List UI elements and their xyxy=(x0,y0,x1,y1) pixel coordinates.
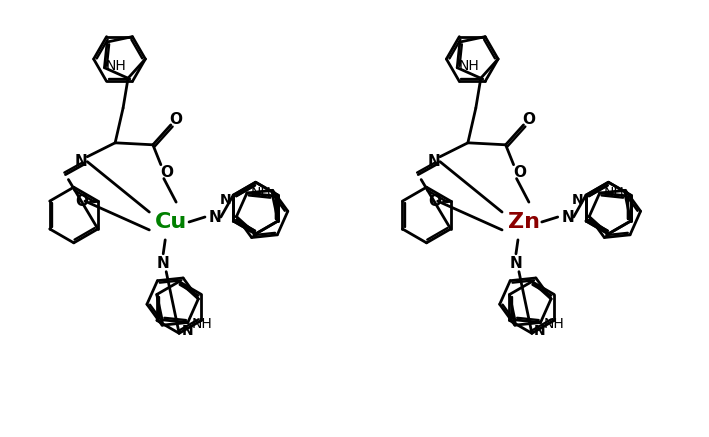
Text: NH: NH xyxy=(106,59,127,73)
Text: N: N xyxy=(75,154,88,169)
Text: N: N xyxy=(182,324,193,338)
Text: N: N xyxy=(157,256,169,271)
Text: N: N xyxy=(534,324,546,338)
Text: N: N xyxy=(510,256,523,271)
Text: N: N xyxy=(562,209,574,225)
Text: O: O xyxy=(522,112,535,128)
Text: O: O xyxy=(160,165,173,180)
Text: NH: NH xyxy=(544,317,565,332)
Text: NH: NH xyxy=(250,186,272,200)
Text: NH: NH xyxy=(603,186,624,200)
Text: N: N xyxy=(220,193,231,207)
Text: O: O xyxy=(169,112,182,128)
Text: O: O xyxy=(513,165,526,180)
Text: O: O xyxy=(75,194,89,208)
Text: NH: NH xyxy=(459,59,479,73)
Text: N: N xyxy=(572,193,584,207)
Text: NH: NH xyxy=(191,317,212,332)
Text: N: N xyxy=(208,209,221,225)
Text: Zn: Zn xyxy=(508,212,540,232)
Text: O: O xyxy=(428,194,441,208)
Text: N: N xyxy=(428,154,440,169)
Text: Cu: Cu xyxy=(155,212,187,232)
